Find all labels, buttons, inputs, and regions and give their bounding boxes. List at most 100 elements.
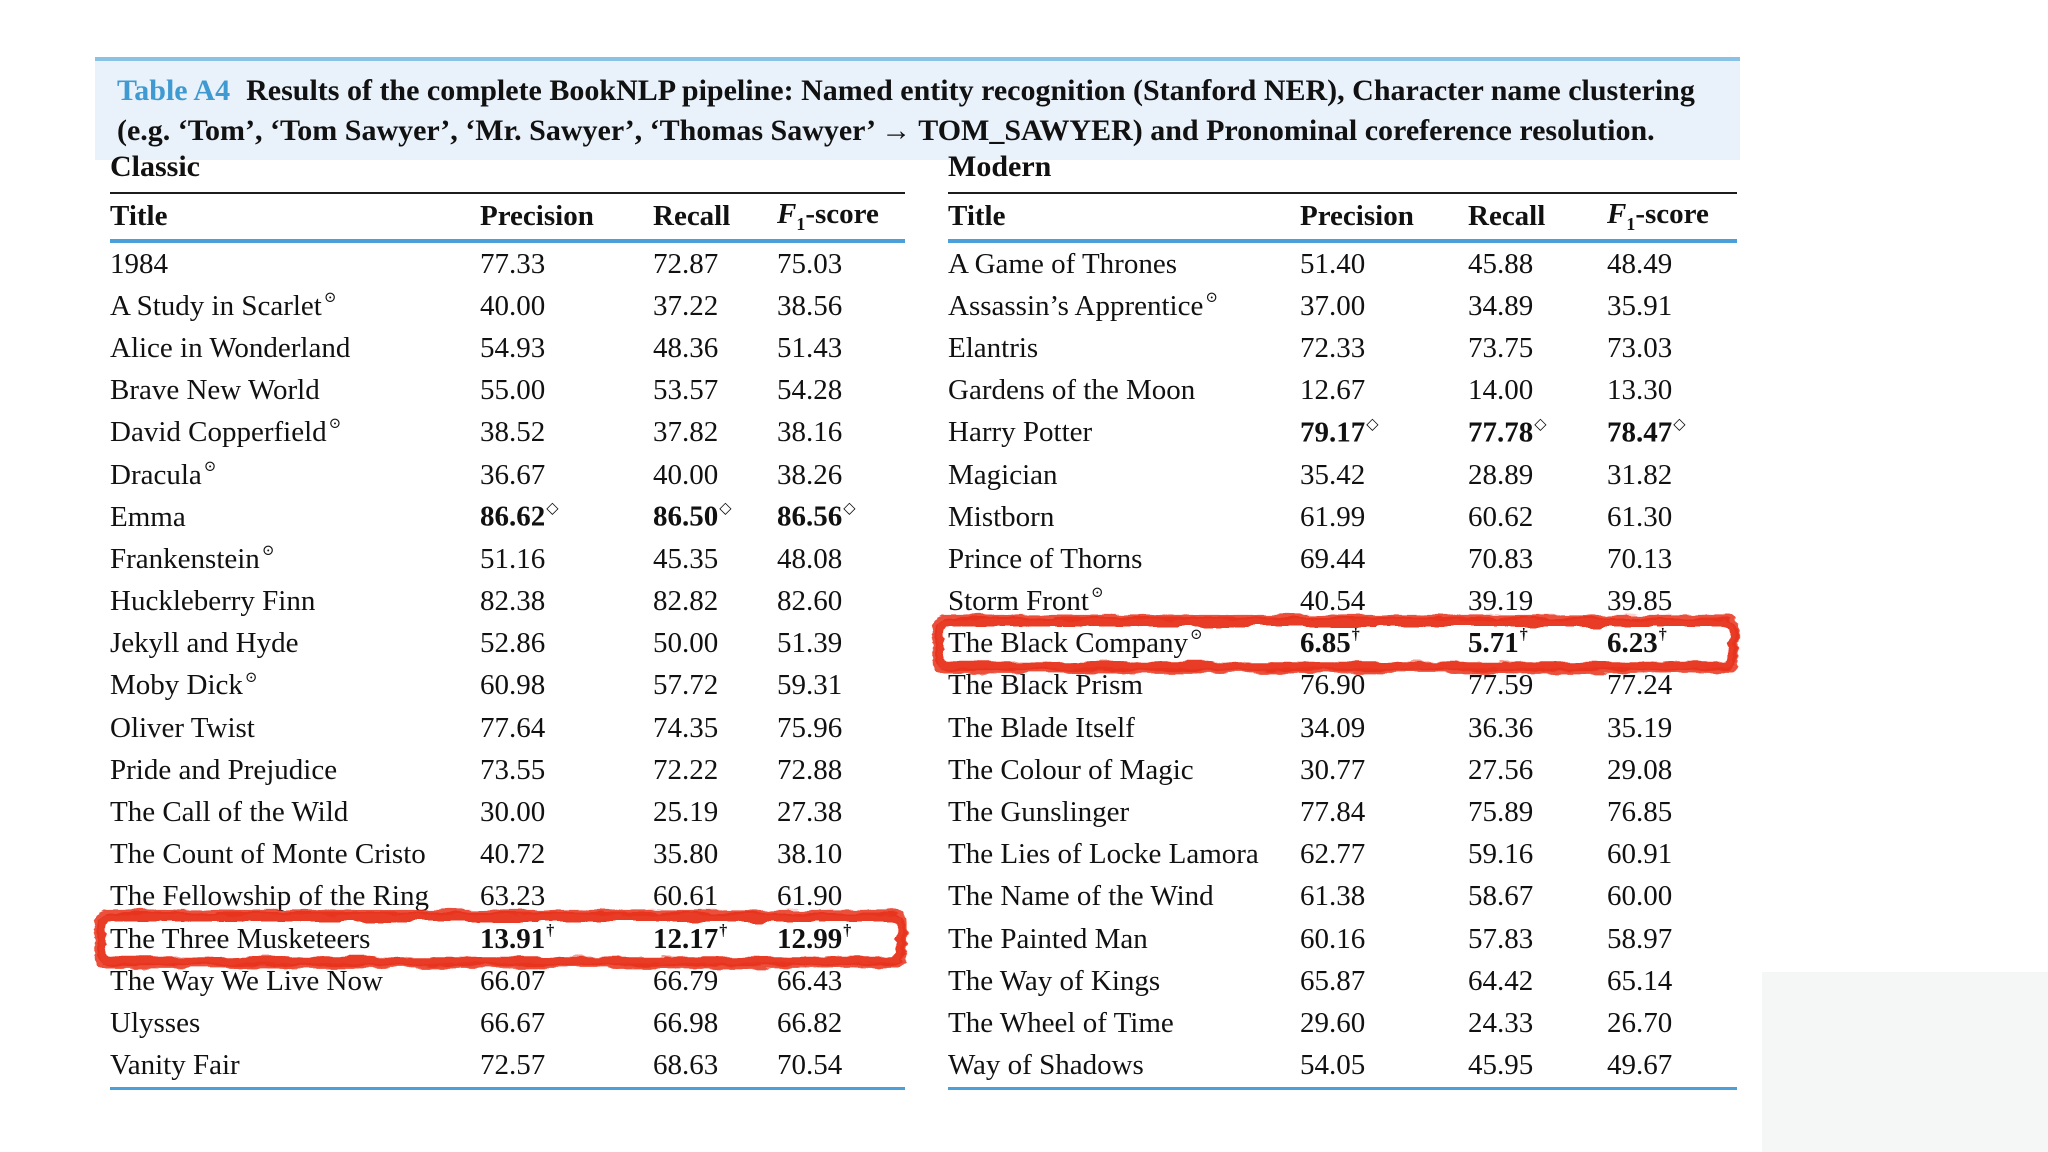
diamond-marker-icon: ◇ (546, 500, 559, 517)
precision-value: 66.67 (480, 1006, 546, 1039)
column-header-recall: Recall (653, 200, 731, 232)
classic-subtable: Classic Title Precision Recall F1-score … (94, 150, 907, 1090)
table-row: The Way We Live Now 66.07 66.79 66.43 (110, 960, 905, 1002)
book-title: Pride and Prejudice (110, 753, 338, 786)
book-title: Alice in Wonderland (110, 331, 351, 364)
recall-value: 28.89 (1468, 458, 1534, 491)
table-row: Emma 86.62◇ 86.50◇ 86.56◇ (110, 496, 905, 538)
table-row: Alice in Wonderland 54.93 48.36 51.43 (110, 327, 905, 369)
table-row: Harry Potter 79.17◇ 77.78◇ 78.47◇ (948, 412, 1737, 454)
precision-value: 76.90 (1300, 669, 1366, 702)
dagger-marker-icon: † (1658, 626, 1667, 644)
precision-value: 61.38 (1300, 880, 1366, 913)
precision-value: 40.00 (480, 289, 546, 322)
f1-value: 66.43 (777, 964, 843, 997)
modern-subtable: Modern Title Precision Recall F1-score A… (932, 150, 1739, 1090)
book-title: The Fellowship of the Ring (110, 880, 429, 913)
table-row: The Fellowship of the Ring 63.23 60.61 61.9… (110, 876, 905, 918)
f1-value: 51.39 (777, 627, 843, 660)
book-title: The Three Musketeers (110, 922, 371, 955)
book-title: Frankenstein ⊙ (110, 542, 275, 575)
book-title: Prince of Thorns (948, 542, 1143, 575)
f1-value: 60.91 (1607, 838, 1673, 871)
recall-value: 77.78◇ (1468, 415, 1547, 449)
precision-value: 54.93 (480, 331, 546, 364)
table-row: The Name of the Wind 61.38 58.67 60.00 (948, 876, 1737, 918)
precision-value: 77.64 (480, 711, 546, 744)
dagger-marker-icon: † (719, 921, 728, 939)
diamond-marker-icon: ◇ (1366, 415, 1379, 433)
precision-value: 61.99 (1300, 500, 1366, 533)
book-title: The Lies of Locke Lamora (948, 838, 1259, 871)
f1-value: 49.67 (1607, 1049, 1673, 1082)
f1-value: 61.90 (777, 880, 843, 913)
dagger-marker-icon: † (546, 921, 555, 939)
book-title: Mistborn (948, 500, 1055, 533)
f1-value: 38.56 (777, 289, 843, 322)
recall-value: 66.79 (653, 964, 719, 997)
f1-value: 61.30 (1607, 500, 1673, 533)
book-title: 1984 (110, 247, 168, 280)
f1-value: 26.70 (1607, 1006, 1673, 1039)
circled-dot-marker-icon: ⊙ (244, 669, 258, 686)
book-title: Elantris (948, 331, 1039, 364)
circled-dot-marker-icon: ⊙ (1190, 627, 1203, 644)
table-row: Jekyll and Hyde 52.86 50.00 51.39 (110, 623, 905, 665)
book-title: Jekyll and Hyde (110, 627, 299, 660)
f1-value: 59.31 (777, 669, 843, 702)
f1-value: 29.08 (1607, 753, 1673, 786)
recall-value: 35.80 (653, 838, 719, 871)
diamond-marker-icon: ◇ (719, 500, 732, 517)
recall-value: 75.89 (1468, 796, 1534, 829)
precision-value: 13.91† (480, 921, 555, 955)
divider (110, 192, 905, 194)
book-title: The Way We Live Now (110, 964, 383, 997)
precision-value: 72.33 (1300, 331, 1366, 364)
table-row: The Painted Man 60.16 57.83 58.97 (948, 918, 1737, 960)
f1-value: 51.43 (777, 331, 843, 364)
recall-value: 50.00 (653, 627, 719, 660)
precision-value: 86.62◇ (480, 500, 559, 534)
precision-value: 72.57 (480, 1049, 546, 1082)
table-row: Assassin’s Apprentice ⊙ 37.00 34.89 35.91 (948, 285, 1737, 327)
book-title: The Gunslinger (948, 796, 1130, 829)
table-row: Moby Dick ⊙ 60.98 57.72 59.31 (110, 665, 905, 707)
table-row: The Black Prism 76.90 77.59 77.24 (948, 665, 1737, 707)
book-title: Assassin’s Apprentice ⊙ (948, 289, 1218, 322)
f1-value: 75.96 (777, 711, 843, 744)
recall-value: 36.36 (1468, 711, 1534, 744)
precision-value: 37.00 (1300, 289, 1366, 322)
f1-value: 60.00 (1607, 880, 1673, 913)
f1-value: 77.24 (1607, 669, 1673, 702)
table-row: Frankenstein ⊙ 51.16 45.35 48.08 (110, 538, 905, 580)
table-row: The Count of Monte Cristo 40.72 35.80 38.10 (110, 834, 905, 876)
book-title: Emma (110, 500, 186, 533)
f1-value: 70.54 (777, 1049, 843, 1082)
table-caption-text: Results of the complete BookNLP pipeline… (117, 74, 1695, 147)
recall-value: 27.56 (1468, 753, 1534, 786)
table-row: A Study in Scarlet ⊙ 40.00 37.22 38.56 (110, 285, 905, 327)
precision-value: 77.33 (480, 247, 546, 280)
f1-value: 31.82 (1607, 458, 1673, 491)
table-row: The Call of the Wild 30.00 25.19 27.38 (110, 791, 905, 833)
precision-value: 29.60 (1300, 1006, 1366, 1039)
precision-value: 55.00 (480, 374, 546, 407)
book-title: Brave New World (110, 374, 320, 407)
circled-dot-marker-icon: ⊙ (328, 416, 342, 433)
diamond-marker-icon: ◇ (1534, 415, 1547, 433)
book-title: The Blade Itself (948, 711, 1135, 744)
table-row: The Wheel of Time 29.60 24.33 26.70 (948, 1002, 1737, 1044)
book-title: The Wheel of Time (948, 1006, 1174, 1039)
precision-value: 69.44 (1300, 542, 1366, 575)
f1-value: 39.85 (1607, 585, 1673, 618)
table-row: The Three Musketeers 13.91† 12.17† 12.99† (94, 909, 907, 969)
precision-value: 51.40 (1300, 247, 1366, 280)
column-header-recall: Recall (1468, 200, 1546, 232)
book-title: Vanity Fair (110, 1049, 240, 1082)
table-row: Way of Shadows 54.05 45.95 49.67 (948, 1045, 1737, 1087)
table-row: Elantris 72.33 73.75 73.03 (948, 327, 1737, 369)
precision-value: 6.85† (1300, 626, 1360, 660)
table-row: 1984 77.33 72.87 75.03 (110, 243, 905, 285)
precision-value: 82.38 (480, 585, 546, 618)
precision-value: 38.52 (480, 416, 546, 449)
